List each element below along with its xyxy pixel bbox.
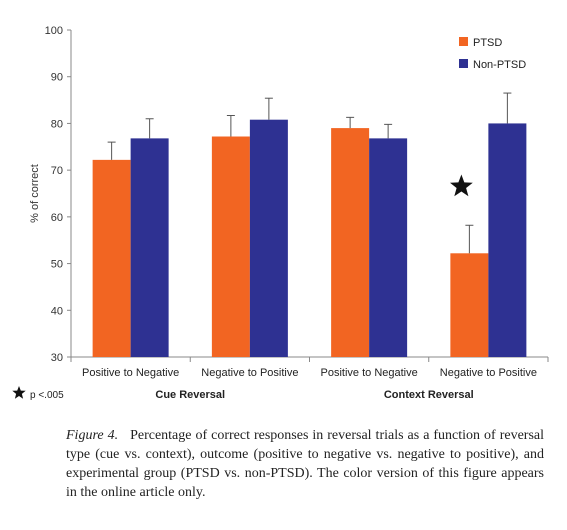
y-tick-label: 50 <box>51 259 63 271</box>
bar-ptsd-0 <box>92 159 131 357</box>
y-tick-label: 60 <box>51 212 63 224</box>
bar-chart: 30 40 50 60 70 80 90 100 % of correct Positive t… <box>12 25 549 401</box>
y-tick-label: 100 <box>45 25 63 37</box>
legend-label: PTSD <box>473 37 502 49</box>
category-label: Positive to Negative <box>82 367 179 379</box>
y-axis-title: % of correct <box>29 164 41 223</box>
category-label: Positive to Negative <box>321 367 418 379</box>
star-icon <box>450 174 473 197</box>
error-bars <box>107 92 512 254</box>
group-label: Cue Reversal <box>155 389 225 401</box>
bar-non-ptsd-0 <box>130 138 169 357</box>
bar-ptsd-2 <box>331 128 370 357</box>
caption-text: Percentage of correct responses in rever… <box>66 428 545 500</box>
bar-non-ptsd-1 <box>249 119 288 357</box>
bar-non-ptsd-3 <box>488 123 527 357</box>
annotations: p <.005 <box>12 174 473 401</box>
significance-note: p <.005 <box>30 390 64 401</box>
legend: PTSD Non-PTSD <box>459 37 526 71</box>
bar-ptsd-1 <box>211 136 250 357</box>
bar-series <box>92 119 527 357</box>
group-label: Context Reversal <box>384 389 474 401</box>
bar-non-ptsd-2 <box>369 138 408 357</box>
y-tick-label: 90 <box>51 72 63 84</box>
y-tick-label: 30 <box>51 352 63 364</box>
legend-swatch <box>459 59 468 68</box>
x-axis: Positive to Negative Negative to Positive… <box>70 356 549 401</box>
star-icon <box>12 386 26 399</box>
category-label: Negative to Positive <box>201 367 298 379</box>
figure-caption: Figure 4. Percentage of correct response… <box>66 426 544 502</box>
legend-swatch <box>459 37 468 46</box>
y-tick-label: 70 <box>51 165 63 177</box>
category-label: Negative to Positive <box>440 367 537 379</box>
legend-label: Non-PTSD <box>473 59 526 71</box>
y-axis: 30 40 50 60 70 80 90 100 % of correct <box>29 25 72 364</box>
figure-label: Figure 4. <box>66 428 119 443</box>
y-tick-label: 80 <box>51 118 63 130</box>
bar-ptsd-3 <box>450 253 489 357</box>
y-tick-label: 40 <box>51 305 63 317</box>
